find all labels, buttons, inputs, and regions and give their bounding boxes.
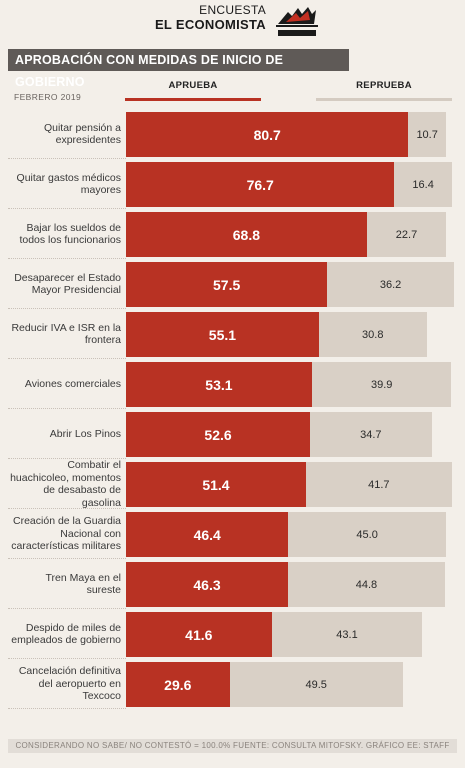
survey-date: FEBRERO 2019 — [14, 92, 82, 102]
bar-reject: 45.0 — [288, 512, 446, 557]
reject-value-label: 39.9 — [370, 378, 393, 391]
chart-row: Abrir Los Pinos 52.6 34.7 — [0, 409, 465, 459]
category-label: Bajar los sueldos de todos los funcionar… — [19, 221, 121, 247]
bar-approve: 46.3 — [126, 562, 289, 607]
approve-value-label: 53.1 — [205, 376, 233, 393]
category-label: Despido de miles de empleados de gobiern… — [11, 621, 121, 647]
footer-note: CONSIDERANDO NO SABE/ NO CONTESTÓ = 100.… — [8, 739, 457, 753]
row-divider — [8, 358, 126, 359]
bar-approve: 46.4 — [126, 512, 289, 557]
reject-value-label: 45.0 — [356, 528, 378, 541]
bar-approve: 57.5 — [126, 262, 328, 307]
reject-value-label: 36.2 — [379, 278, 402, 291]
chart-row: Bajar los sueldos de todos los funcionar… — [0, 209, 465, 259]
row-divider — [8, 308, 126, 309]
category-label: Quitar gastos médicos mayores — [16, 171, 121, 197]
category-label: Tren Maya en el sureste — [45, 571, 121, 597]
approve-value-label: 29.6 — [164, 676, 192, 693]
bar-reject: 10.7 — [408, 112, 446, 157]
reject-value-label: 41.7 — [368, 478, 390, 491]
bar-reject: 22.7 — [366, 212, 447, 257]
bar-approve: 76.7 — [126, 162, 395, 207]
reject-value-label: 22.7 — [395, 228, 418, 241]
category-label: Reducir IVA e ISR en la frontera — [11, 321, 121, 347]
row-divider — [8, 208, 126, 209]
chart-row: Quitar pensión a expresidentes 80.7 10.7 — [0, 109, 465, 159]
approve-value-label: 55.1 — [208, 326, 237, 343]
approve-value-label: 46.3 — [193, 576, 221, 593]
bar-reject: 44.8 — [288, 562, 445, 607]
reject-value-label: 16.4 — [412, 178, 434, 191]
reject-value-label: 43.1 — [336, 628, 358, 641]
bar-reject: 34.7 — [310, 412, 432, 457]
chart-row: Combatir el huachicoleo, momentos de des… — [0, 459, 465, 509]
bar-reject: 43.1 — [271, 612, 423, 657]
chart-row: Desaparecer el Estado Mayor Presidencial… — [0, 259, 465, 309]
reject-value-label: 10.7 — [416, 128, 438, 141]
row-divider — [8, 458, 126, 459]
approve-value-label: 46.4 — [193, 526, 221, 543]
consulta-mitofsky-logo — [276, 7, 318, 36]
category-label: Abrir Los Pinos — [49, 427, 121, 440]
survey-kicker: ENCUESTA — [199, 3, 266, 17]
row-divider — [8, 408, 126, 409]
chart-row: Creación de la Guardia Nacional con cara… — [0, 509, 465, 559]
reject-value-label: 49.5 — [305, 678, 327, 691]
bar-approve: 55.1 — [126, 312, 319, 357]
category-label: Quitar pensión a expresidentes — [43, 121, 121, 147]
bar-approve: 52.6 — [126, 412, 311, 457]
category-label: Cancelación definitiva del aeropuerto en… — [18, 665, 121, 703]
approve-value-label: 68.8 — [232, 226, 261, 243]
approve-value-label: 51.4 — [202, 476, 230, 493]
bar-approve: 80.7 — [126, 112, 409, 157]
row-divider — [8, 558, 126, 559]
bar-reject: 36.2 — [327, 262, 454, 307]
category-label: Creación de la Guardia Nacional con cara… — [11, 515, 121, 553]
bar-reject: 41.7 — [305, 462, 452, 507]
reject-value-label: 44.8 — [355, 578, 378, 591]
bar-approve: 53.1 — [126, 362, 312, 407]
chart-row: Despido de miles de empleados de gobiern… — [0, 609, 465, 659]
row-divider — [8, 658, 126, 659]
publication-title: EL ECONOMISTA — [154, 17, 266, 32]
row-divider — [8, 258, 126, 259]
row-divider — [8, 508, 126, 509]
bar-approve: 68.8 — [126, 212, 367, 257]
category-label: Aviones comerciales — [24, 377, 121, 390]
row-divider — [8, 158, 126, 159]
reject-value-label: 30.8 — [362, 328, 384, 341]
chart-row: Cancelación definitiva del aeropuerto en… — [0, 659, 465, 709]
legend-reject: REPRUEBA — [316, 80, 452, 101]
chart-title-banner: APROBACIÓN CON MEDIDAS DE INICIO DE GOBI… — [8, 49, 349, 89]
bar-approve: 41.6 — [126, 612, 272, 657]
approve-value-label: 52.6 — [204, 426, 232, 443]
header: ENCUESTA EL ECONOMISTA — [0, 0, 465, 44]
bar-reject: 16.4 — [394, 162, 452, 207]
reject-value-label: 34.7 — [360, 428, 382, 441]
approve-value-label: 76.7 — [246, 176, 274, 193]
chart-row: Quitar gastos médicos mayores 76.7 16.4 — [0, 159, 465, 209]
legend-approve: APRUEBA — [125, 80, 261, 101]
chart-row: Reducir IVA e ISR en la frontera 55.1 30.8 — [0, 309, 465, 359]
bar-approve: 51.4 — [126, 462, 306, 507]
bar-reject: 30.8 — [318, 312, 427, 357]
approve-value-label: 57.5 — [213, 276, 241, 293]
row-divider — [8, 708, 126, 709]
category-label: Combatir el huachicoleo, momentos de des… — [10, 459, 121, 509]
approve-value-label: 80.7 — [253, 126, 281, 143]
bar-reject: 39.9 — [311, 362, 452, 407]
chart-row: Aviones comerciales 53.1 39.9 — [0, 359, 465, 409]
row-divider — [8, 608, 126, 609]
approve-value-label: 41.6 — [185, 626, 213, 643]
bar-approve: 29.6 — [126, 662, 230, 707]
chart-row: Tren Maya en el sureste 46.3 44.8 — [0, 559, 465, 609]
bar-reject: 49.5 — [229, 662, 403, 707]
category-label: Desaparecer el Estado Mayor Presidencial — [14, 271, 121, 297]
